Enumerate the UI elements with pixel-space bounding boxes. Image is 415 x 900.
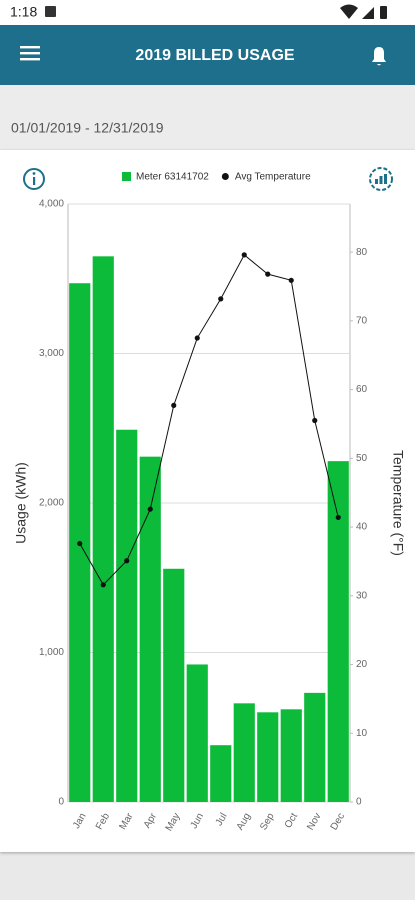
x-tick-label: Feb <box>94 811 112 832</box>
app-header: 2019 BILLED USAGE <box>0 25 415 85</box>
temperature-line <box>79 254 339 586</box>
header-content: 2019 BILLED USAGE <box>20 46 386 66</box>
x-tick-label: Dec <box>329 811 347 832</box>
x-tick-label: Nov <box>305 811 323 832</box>
status-time: 1:18 <box>10 4 37 20</box>
x-tick-label: Apr <box>142 811 160 831</box>
y2-tick-label: 80 <box>356 247 368 258</box>
bar <box>163 568 185 802</box>
temperature-point <box>265 271 271 277</box>
date-band: 01/01/2019 - 12/31/2019 <box>0 85 415 150</box>
chart-settings-button[interactable] <box>369 167 393 191</box>
x-tick-label: May <box>164 811 183 833</box>
y2-axis-title: Temperature (°F) <box>390 450 406 556</box>
y2-tick-label: 0 <box>356 797 362 808</box>
battery-icon <box>380 6 387 19</box>
bar <box>186 664 208 802</box>
temperature-point <box>218 296 224 302</box>
x-tick-label: Jan <box>71 811 89 830</box>
signal-icon <box>362 7 374 19</box>
x-tick-label: Jul <box>214 811 230 828</box>
y-tick-label: 2,000 <box>39 498 64 509</box>
info-button[interactable] <box>23 168 45 190</box>
legend-swatch <box>122 172 131 181</box>
temperature-point <box>288 277 294 283</box>
temperature-point <box>194 335 200 341</box>
date-content: 01/01/2019 - 12/31/2019 <box>11 120 164 136</box>
y-tick-label: 0 <box>58 797 64 808</box>
temperature-point <box>241 252 247 258</box>
date-range: 01/01/2019 - 12/31/2019 <box>11 120 164 136</box>
bar <box>280 709 302 802</box>
menu-button[interactable] <box>20 46 40 61</box>
y2-tick-label: 10 <box>356 728 368 739</box>
chart: 0 1,000 2,000 3,000 4,000 0 10 20 30 40 50 60 70 80 Us… <box>13 167 406 833</box>
x-tick-label: Sep <box>258 811 277 832</box>
bar <box>210 745 232 802</box>
temperature-point <box>171 402 177 408</box>
x-tick-label: Mar <box>117 811 135 832</box>
temperature-point <box>335 514 341 521</box>
bar <box>139 456 161 802</box>
chart-card: 0 1,000 2,000 3,000 4,000 0 10 20 30 40 50 60 70 80 Us… <box>0 150 415 852</box>
status-icons: 1:18 <box>10 4 387 20</box>
y2-tick-label: 60 <box>356 384 368 395</box>
bar <box>304 692 326 802</box>
temperature-point <box>312 417 318 424</box>
legend-label: Avg Temperature <box>235 172 311 183</box>
temperature-point <box>77 540 83 547</box>
x-tick-label: Aug <box>235 811 253 832</box>
y2-tick-label: 40 <box>356 522 368 533</box>
legend-swatch <box>221 173 229 180</box>
x-tick-label: Oct <box>283 811 300 830</box>
notifications-button[interactable] <box>372 47 386 66</box>
bar <box>257 712 279 802</box>
header-title: 2019 BILLED USAGE <box>135 47 294 64</box>
status-bar: 1:18 <box>0 0 415 25</box>
y2-tick-label: 50 <box>356 453 368 464</box>
y-axis-title: Usage (kWh) <box>13 462 29 544</box>
bar <box>92 256 114 802</box>
bar <box>233 703 255 802</box>
y2-tick-label: 20 <box>356 659 368 670</box>
y2-tick-label: 70 <box>356 315 368 326</box>
notification-icon <box>45 6 56 17</box>
bar <box>327 461 349 802</box>
wifi-icon <box>340 4 358 19</box>
y-tick-label: 3,000 <box>39 348 64 359</box>
legend-label: Meter 63141702 <box>136 172 209 183</box>
y-tick-label: 4,000 <box>39 199 64 210</box>
y-tick-label: 1,000 <box>39 647 64 658</box>
x-tick-label: Jun <box>189 811 207 830</box>
y2-tick-label: 30 <box>356 590 368 601</box>
temperature-point <box>147 506 153 512</box>
bar <box>116 429 138 802</box>
temperature-point <box>100 582 106 588</box>
temperature-point <box>124 558 130 564</box>
